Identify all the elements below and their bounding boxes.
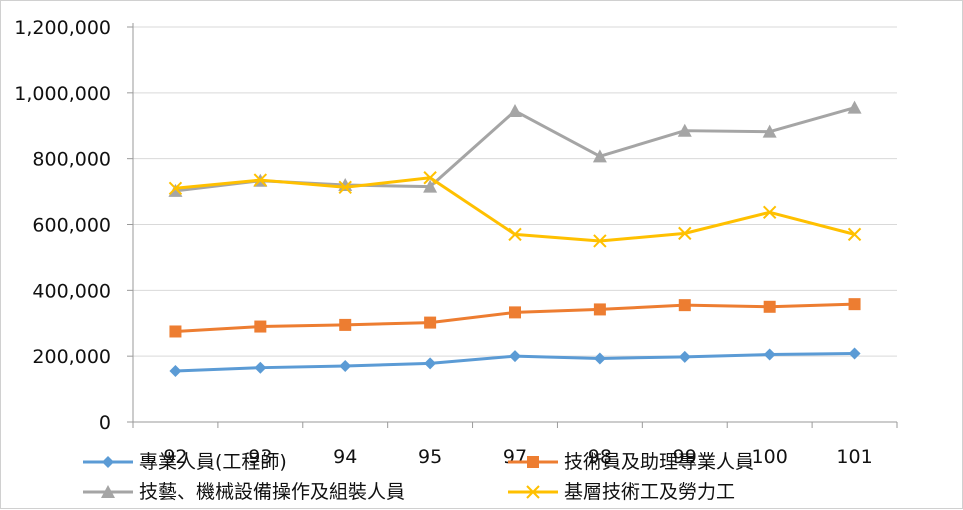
data-point (169, 325, 182, 338)
series-line (175, 106, 855, 193)
axis-layer (127, 23, 898, 428)
series-4 (168, 171, 862, 248)
data-point (763, 348, 776, 361)
data-point (848, 347, 861, 360)
data-point (423, 179, 438, 193)
data-point (678, 226, 692, 241)
legend-label: 基層技術工及勞力工 (564, 481, 735, 503)
data-point (593, 234, 607, 248)
legend-label: 技藝、機械設備操作及組裝人員 (139, 481, 405, 503)
legend-item: 基層技術工及勞力工 (508, 481, 735, 503)
x-tick-label: 99 (673, 446, 697, 468)
data-point (254, 320, 267, 333)
data-point (253, 173, 268, 187)
series-2 (169, 298, 861, 338)
data-point (508, 227, 522, 242)
x-tick-label: 97 (503, 446, 527, 468)
y-tick-label: 0 (99, 412, 111, 434)
data-point (509, 350, 521, 363)
x-tick-label: 100 (752, 446, 788, 468)
data-point (762, 205, 777, 220)
data-point (678, 299, 691, 312)
label-layer: 0 200,000 400,000 600,000 800,000 1,000,000 1,… (14, 17, 872, 468)
x-tick-label: 94 (333, 446, 357, 468)
data-point (763, 300, 776, 313)
data-point (848, 298, 861, 311)
data-point (509, 306, 521, 319)
y-tick-label: 800,000 (32, 149, 111, 171)
y-tick-label: 1,000,000 (14, 83, 111, 105)
legend-marker (527, 456, 539, 468)
data-point (593, 352, 606, 365)
legend-item: 技術員及助理專業人員 (508, 451, 754, 473)
data-point (847, 227, 862, 242)
legend-label: 技術員及助理專業人員 (564, 451, 754, 473)
data-point (593, 303, 606, 316)
x-tick-label: 92 (163, 446, 187, 468)
legend-item: 專業人員(工程師) (83, 451, 287, 473)
y-tick-label: 200,000 (32, 346, 111, 368)
data-point (254, 361, 267, 374)
data-point (339, 360, 352, 373)
data-point (339, 318, 352, 331)
data-point (677, 123, 692, 137)
legend-item: 技藝、機械設備操作及組裝人員 (83, 481, 405, 503)
data-point (424, 316, 437, 329)
data-point (592, 149, 607, 163)
data-point (338, 180, 352, 195)
x-tick-label: 95 (418, 446, 442, 468)
data-point (762, 124, 777, 138)
data-point (424, 357, 437, 370)
data-point (169, 364, 182, 377)
legend-marker (101, 485, 115, 498)
data-point (678, 350, 691, 363)
legend-marker (526, 485, 540, 499)
y-tick-label: 400,000 (32, 280, 111, 302)
legend-marker (102, 456, 114, 468)
series-1 (169, 347, 861, 377)
y-tick-label: 1,200,000 (14, 17, 111, 39)
data-point (168, 181, 183, 195)
data-point (168, 183, 183, 197)
x-tick-label: 93 (248, 446, 272, 468)
series-layer (168, 100, 862, 377)
x-tick-label: 98 (588, 446, 612, 468)
series-line (175, 176, 855, 243)
y-tick-label: 600,000 (32, 215, 111, 237)
x-tick-label: 101 (836, 446, 872, 468)
data-point (508, 103, 522, 117)
data-point (423, 171, 437, 185)
data-point (847, 100, 862, 114)
legend-label: 專業人員(工程師) (139, 451, 287, 473)
